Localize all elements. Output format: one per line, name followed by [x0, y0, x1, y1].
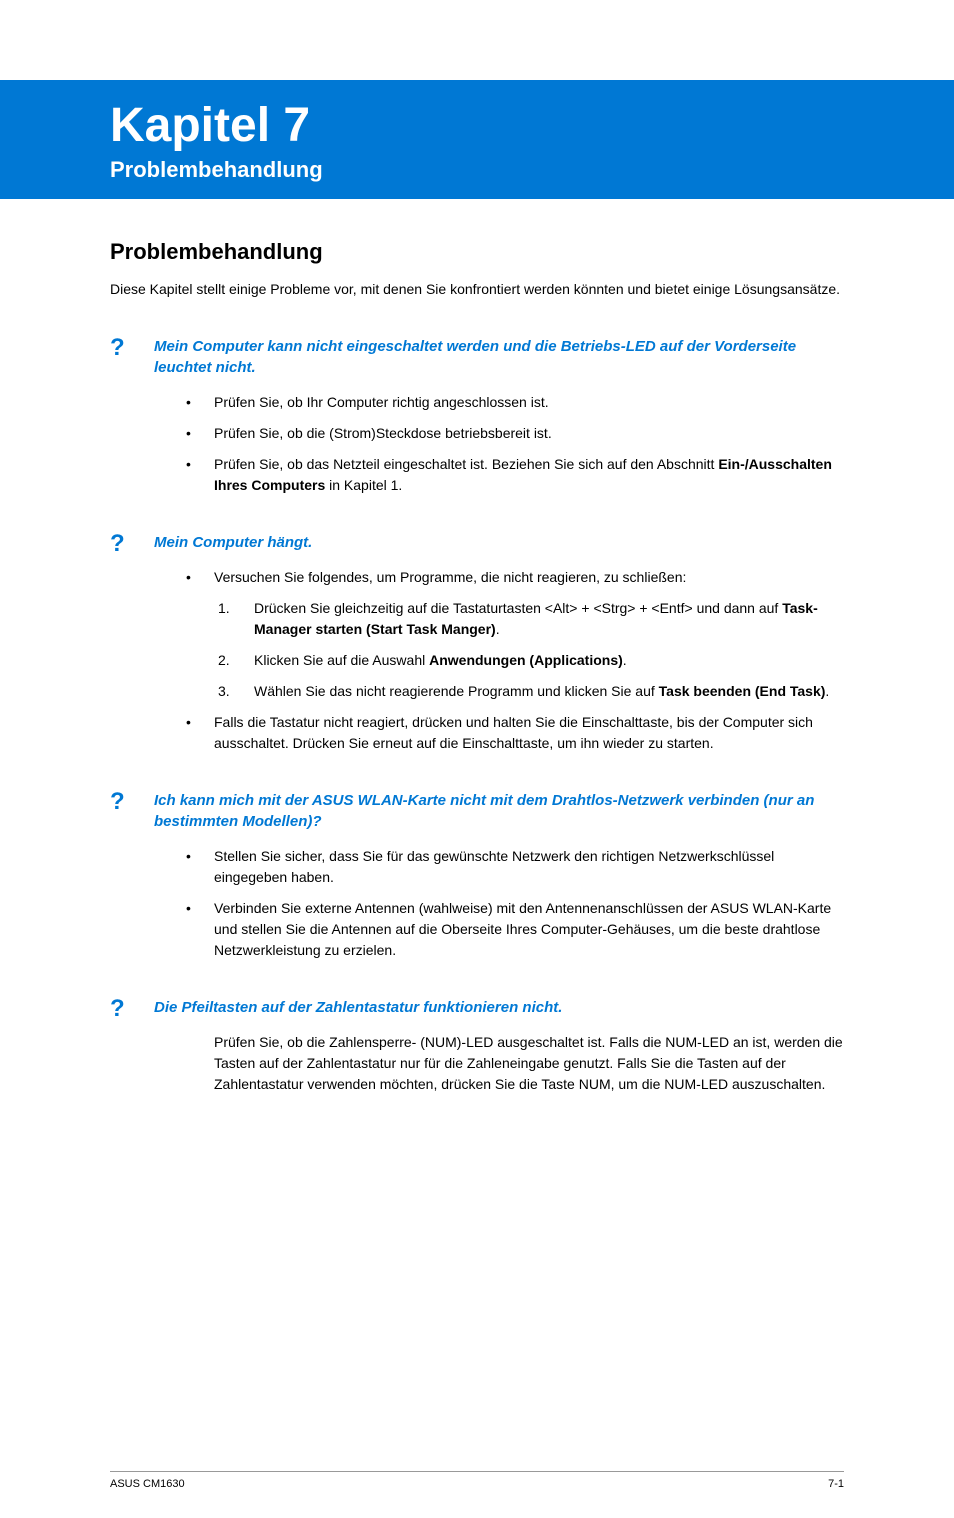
answer-bullet: Prüfen Sie, ob Ihr Computer richtig ange… [214, 392, 844, 413]
answer-bullet: Falls die Tastatur nicht reagiert, drück… [214, 712, 844, 754]
answer-paragraph: Prüfen Sie, ob die Zahlensperre- (NUM)-L… [154, 1032, 844, 1095]
question-text: Mein Computer kann nicht eingeschaltet w… [154, 336, 844, 378]
answer-bold: Task beenden (End Task) [659, 683, 826, 699]
answer-bold: Anwendungen (Applications) [429, 652, 623, 668]
answer-text: Wählen Sie das nicht reagierende Program… [254, 683, 659, 699]
answer-text: in Kapitel 1. [325, 477, 402, 493]
answer-body: Versuchen Sie folgendes, um Programme, d… [154, 567, 844, 754]
content-area: Problembehandlung Diese Kapitel stellt e… [0, 199, 954, 1095]
answer-step: Drücken Sie gleichzeitig auf die Tastatu… [254, 598, 844, 640]
answer-text: Prüfen Sie, ob das Netzteil eingeschalte… [214, 456, 718, 472]
qa-block: ? Ich kann mich mit der ASUS WLAN-Karte … [110, 790, 844, 961]
qa-block: ? Mein Computer kann nicht eingeschaltet… [110, 336, 844, 496]
question-text: Mein Computer hängt. [154, 532, 844, 553]
page: Kapitel 7 Problembehandlung Problembehan… [0, 80, 954, 1518]
chapter-subtitle: Problembehandlung [110, 157, 954, 183]
answer-bullet: Prüfen Sie, ob die (Strom)Steckdose betr… [214, 423, 844, 444]
answer-step: Wählen Sie das nicht reagierende Program… [254, 681, 844, 702]
answer-text: Drücken Sie gleichzeitig auf die Tastatu… [254, 600, 782, 616]
section-intro: Diese Kapitel stellt einige Probleme vor… [110, 279, 844, 300]
qa-block: ? Die Pfeiltasten auf der Zahlentastatur… [110, 997, 844, 1095]
answer-bullet: Prüfen Sie, ob das Netzteil eingeschalte… [214, 454, 844, 496]
answer-text: . [825, 683, 829, 699]
answer-bullet: Stellen Sie sicher, dass Sie für das gew… [214, 846, 844, 888]
page-footer: ASUS CM1630 7-1 [110, 1471, 844, 1490]
answer-text: . [496, 621, 500, 637]
footer-right: 7-1 [828, 1478, 844, 1490]
section-heading: Problembehandlung [110, 239, 844, 265]
qa-block: ? Mein Computer hängt. Versuchen Sie fol… [110, 532, 844, 754]
question-mark-icon: ? [110, 530, 125, 558]
answer-text: Klicken Sie auf die Auswahl [254, 652, 429, 668]
question-mark-icon: ? [110, 995, 125, 1023]
answer-bullet: Verbinden Sie externe Antennen (wahlweis… [214, 898, 844, 961]
answer-text: Versuchen Sie folgendes, um Programme, d… [214, 569, 686, 585]
question-text: Ich kann mich mit der ASUS WLAN-Karte ni… [154, 790, 844, 832]
answer-bullet: Versuchen Sie folgendes, um Programme, d… [214, 567, 844, 702]
answer-text: . [623, 652, 627, 668]
question-mark-icon: ? [110, 334, 125, 362]
answer-step: Klicken Sie auf die Auswahl Anwendungen … [254, 650, 844, 671]
answer-body: Prüfen Sie, ob die Zahlensperre- (NUM)-L… [154, 1032, 844, 1095]
question-mark-icon: ? [110, 788, 125, 816]
chapter-title: Kapitel 7 [110, 100, 954, 153]
footer-left: ASUS CM1630 [110, 1478, 185, 1490]
answer-body: Stellen Sie sicher, dass Sie für das gew… [154, 846, 844, 961]
question-text: Die Pfeiltasten auf der Zahlentastatur f… [154, 997, 844, 1018]
answer-body: Prüfen Sie, ob Ihr Computer richtig ange… [154, 392, 844, 496]
chapter-banner: Kapitel 7 Problembehandlung [0, 80, 954, 199]
